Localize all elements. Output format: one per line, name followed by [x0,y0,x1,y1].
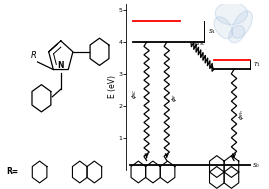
Polygon shape [229,26,245,43]
Polygon shape [215,2,247,25]
Text: N: N [58,61,64,70]
Text: $\phi_{Ph}$: $\phi_{Ph}$ [237,108,246,120]
Text: R: R [31,51,37,60]
Text: R=: R= [7,167,19,177]
Text: $T_1$: $T_1$ [253,60,261,69]
Text: $\phi_{ISC}$: $\phi_{ISC}$ [194,39,207,48]
Polygon shape [214,17,232,39]
Text: $S_1$: $S_1$ [208,27,217,36]
Y-axis label: E (eV): E (eV) [108,75,117,98]
Text: $\phi_F$: $\phi_F$ [170,93,179,102]
Text: $\phi_{IC}$: $\phi_{IC}$ [130,89,139,99]
Text: $S_0$: $S_0$ [252,161,260,170]
Polygon shape [232,11,252,38]
